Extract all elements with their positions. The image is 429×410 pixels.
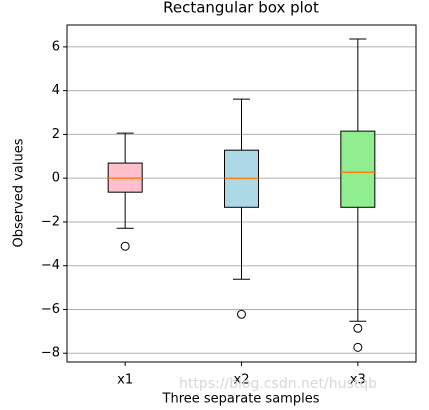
y-tick-label: −6 [41,302,60,317]
y-tick-label: −4 [41,258,60,273]
y-axis-label: Observed values [12,138,27,247]
watermark: https://blog.csdn.net/hustqb [179,376,377,392]
x-tick-label: x3 [350,373,366,388]
x-tick-label: x2 [234,373,250,388]
y-tick-label: −2 [41,214,60,229]
y-tick-label: −8 [41,346,60,361]
flier [237,309,246,319]
chart-title: Rectangular box plot [163,0,319,17]
y-tick-label: 2 [52,127,60,142]
y-tick-label: 0 [52,171,60,186]
plot-frame [66,24,417,363]
flier [353,323,363,333]
x-tick-label: x1 [117,373,133,388]
y-tick-label: 6 [52,39,60,54]
y-tick-label: 4 [52,83,60,98]
flier [120,241,130,251]
flier [353,342,363,352]
x-axis-label: Three separate samples [162,392,320,407]
box [340,130,376,208]
